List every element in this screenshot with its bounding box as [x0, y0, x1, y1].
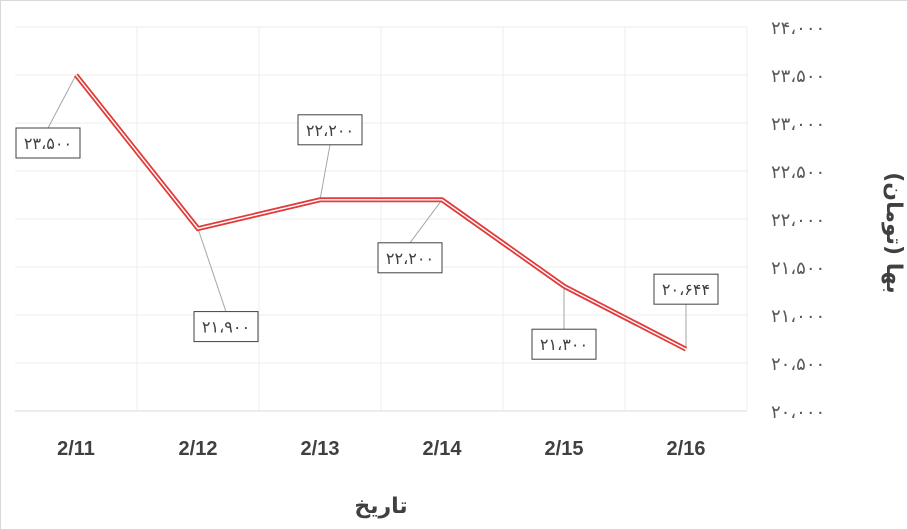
data-label-leader [409, 199, 443, 244]
x-tick-label: 2/16 [667, 438, 706, 460]
data-label-box [377, 242, 443, 274]
y-tick-label: ۲۳،۰۰۰ [771, 114, 825, 135]
y-axis-title: بها (تومان) [881, 172, 906, 294]
y-tick-label: ۲۰،۰۰۰ [771, 402, 825, 423]
x-tick-label: 2/15 [545, 438, 584, 460]
data-label: ۲۰،۶۴۴ [662, 280, 710, 299]
x-axis-title: تاریخ [354, 494, 407, 519]
data-label-box [15, 127, 81, 159]
data-label: ۲۳،۵۰۰ [24, 134, 72, 153]
data-label-box [653, 273, 719, 305]
x-tick-label: 2/14 [423, 438, 463, 460]
y-tick-label: ۲۱،۵۰۰ [771, 258, 825, 279]
y-tick-label: ۲۲،۵۰۰ [771, 162, 825, 183]
data-label-box [531, 328, 597, 360]
y-tick-label: ۲۳،۵۰۰ [771, 66, 825, 87]
data-label: ۲۲،۲۰۰ [306, 121, 354, 140]
y-tick-label: ۲۲،۰۰۰ [771, 210, 825, 231]
series-line-inner [75, 74, 687, 350]
y-tick-label: ۲۱،۰۰۰ [771, 306, 825, 327]
x-tick-label: 2/12 [179, 438, 218, 460]
y-tick-label: ۲۰،۵۰۰ [771, 354, 825, 375]
data-label: ۲۱،۹۰۰ [202, 318, 250, 337]
x-tick-label: 2/11 [57, 438, 95, 460]
data-label-leader [47, 74, 77, 129]
data-label-leader [319, 144, 331, 200]
data-label: ۲۲،۲۰۰ [386, 249, 434, 268]
y-tick-label: ۲۴،۰۰۰ [771, 18, 825, 39]
x-tick-label: 2/13 [301, 438, 340, 460]
data-label: ۲۱،۳۰۰ [540, 335, 588, 354]
data-label-box [297, 114, 363, 146]
data-label-box [193, 311, 259, 343]
data-label-leader [197, 228, 227, 312]
